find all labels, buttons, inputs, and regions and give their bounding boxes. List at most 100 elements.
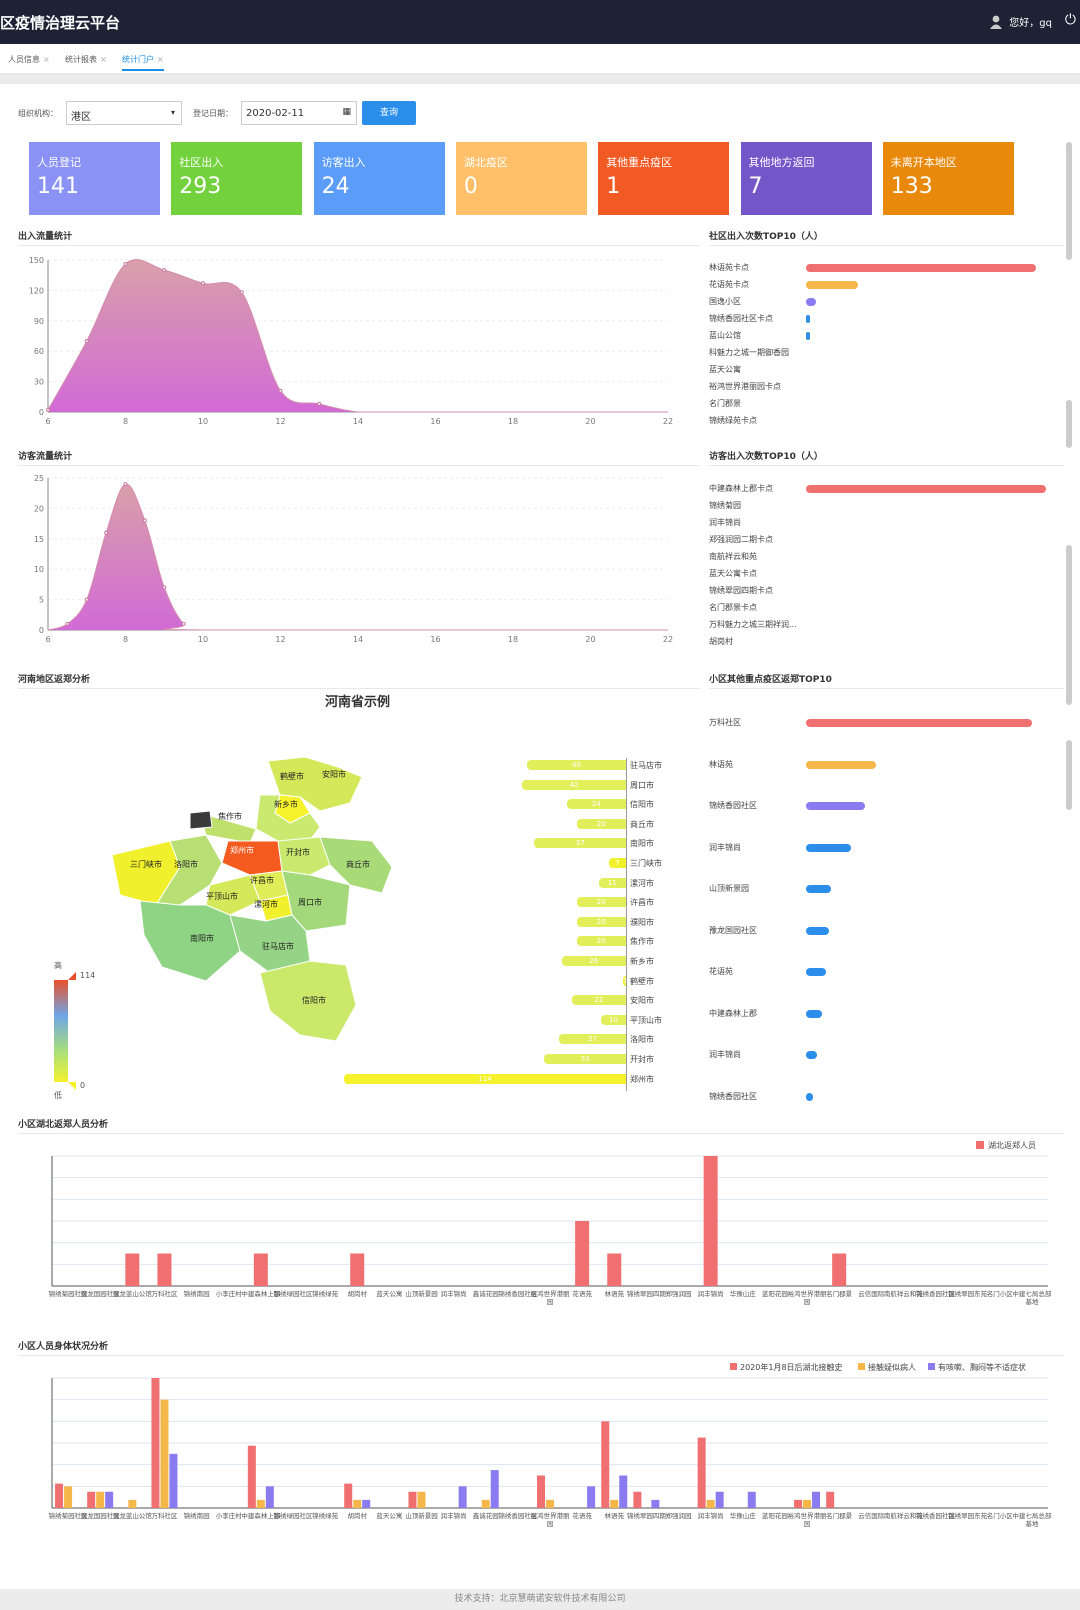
y-tick-label: 30 [34, 378, 44, 387]
tab-portal[interactable]: 统计门户 × [122, 54, 164, 71]
close-icon[interactable]: × [43, 55, 50, 64]
map-label-xuchang: 许昌市 [250, 875, 274, 885]
city-label: 漯河市 [630, 878, 654, 888]
henan-map: 安阳市 鹤壁市 新乡市 焦作市 郑州市 开封市 三门峡市 洛阳市 商丘市 许昌市… [111, 756, 393, 1042]
bar [128, 1499, 137, 1508]
x-tick-label: 山顶新景园 [405, 1289, 438, 1298]
area-line [47, 483, 668, 631]
x-tick-label: 锦绣翠园四期 [627, 1511, 667, 1520]
close-icon[interactable]: × [157, 55, 164, 64]
map-region-jiyuan [189, 810, 213, 830]
category-label: 科魅力之城一期御香园 [709, 348, 789, 357]
x-tick-label: 润丰锦尚 [441, 1289, 467, 1298]
legend-swatch [858, 1363, 865, 1370]
bar [481, 1499, 490, 1508]
category-label: 名门郡景 [709, 399, 741, 408]
x-tick-label: 名门小区 [987, 1511, 1014, 1520]
bar [87, 1491, 96, 1508]
bar [265, 1486, 274, 1508]
data-point [142, 518, 147, 523]
x-tick-label: 18 [508, 635, 518, 644]
category-label: 润丰锦尚 [709, 1050, 741, 1059]
x-tick-label: 锦绣南园 [184, 1511, 210, 1520]
user-menu[interactable]: 您好，gq [989, 14, 1052, 29]
stat-card: 湖北疫区 0 [455, 142, 587, 215]
tab-bar: 人员信息 × 统计报表 × 统计门户 × [0, 44, 1080, 74]
city-label: 郑州市 [630, 1074, 654, 1084]
city-bar: 11 [598, 877, 626, 888]
map-label-jiaozuo: 焦作市 [218, 811, 242, 821]
bar [546, 1499, 554, 1508]
y-tick-label: 150 [29, 256, 44, 265]
category-label: 蓝天公寓 [709, 365, 741, 374]
x-tick-label: 小李庄村 [216, 1289, 243, 1298]
bar [806, 719, 1032, 727]
data-point [201, 281, 205, 286]
data-point [278, 388, 283, 393]
city-label: 许昌市 [630, 898, 654, 908]
bar [458, 1486, 467, 1508]
scrollbar[interactable] [1066, 400, 1072, 448]
org-label: 组织机构： [18, 109, 58, 118]
scrollbar[interactable] [1066, 740, 1072, 810]
bar [832, 1253, 847, 1286]
x-tick-label: 中建七局总部 [1012, 1511, 1052, 1520]
x-tick-label: 蓝阳花园 [762, 1289, 788, 1298]
tab-reports[interactable]: 统计报表 × [65, 54, 107, 65]
bar [607, 1253, 622, 1286]
date-input[interactable]: 2020-02-11 ▦ [241, 101, 357, 125]
bar [806, 1009, 822, 1018]
map-region-shangqiu [319, 836, 393, 894]
category-label: 润丰锦尚 [709, 842, 741, 852]
logout-icon[interactable]: ⏻ [1064, 12, 1076, 28]
map-label-shangqiu: 商丘市 [346, 859, 370, 869]
tab-label: 统计报表 [65, 55, 97, 64]
scrollbar[interactable] [1066, 142, 1072, 260]
map-label-xinyang: 信阳市 [302, 995, 326, 1005]
section-title-henan: 河南地区返郑分析 [18, 675, 91, 685]
bar [96, 1491, 105, 1508]
city-label: 开封市 [630, 1055, 654, 1064]
tab-personnel[interactable]: 人员信息 × [8, 54, 50, 65]
section-title-health: 小区人员身体状况分析 [18, 1342, 109, 1352]
city-bar: 20 [576, 916, 626, 927]
close-icon[interactable]: × [100, 55, 107, 64]
bar [169, 1453, 178, 1508]
stat-card-label: 人员登记 [37, 156, 81, 169]
city-bar: 40 [527, 760, 626, 770]
x-tick-label: 16 [430, 635, 440, 644]
bar [587, 1486, 596, 1508]
legend-swatch [730, 1363, 737, 1370]
bar [55, 1483, 64, 1508]
divider [709, 465, 1064, 466]
category-label: 中建森林上郡卡点 [709, 484, 773, 493]
date-value: 2020-02-11 [246, 108, 305, 119]
x-tick-label: 鑫诚花园 [473, 1511, 499, 1520]
area-fill [48, 483, 668, 630]
category-label: 国逸小区 [709, 297, 741, 306]
scrollbar[interactable] [1066, 545, 1072, 705]
x-tick-label: 胡岗村 [347, 1511, 367, 1520]
section-title-visitor-flow: 访客流量统计 [18, 452, 73, 462]
map-title: 河南省示例 [325, 695, 391, 710]
map-legend: 高 114 0 低 [54, 960, 95, 1100]
org-select[interactable]: 港区 ▾ [66, 101, 182, 125]
data-point [123, 262, 128, 267]
city-bar: 1 [623, 975, 626, 986]
query-button[interactable]: 查询 [362, 101, 416, 125]
bar [806, 1092, 813, 1101]
category-label: 名门郡景卡点 [709, 603, 757, 612]
map-region-xinyang [259, 960, 357, 1042]
y-tick-label: 0 [39, 408, 44, 417]
stat-card-label: 社区出入 [179, 156, 224, 169]
x-tick-label: 润丰锦尚 [441, 1511, 467, 1520]
category-label: 锦绣香园社区卡点 [709, 314, 773, 323]
x-tick-label: 14 [353, 635, 363, 644]
x-tick-label: 南航祥云和苑 [884, 1289, 924, 1298]
x-tick-label: 20 [585, 635, 595, 644]
city-bar: 20 [576, 897, 626, 908]
org-value: 港区 [71, 112, 91, 123]
map-label-zhengzhou: 郑州市 [230, 845, 254, 855]
stat-card-value: 0 [463, 174, 478, 199]
